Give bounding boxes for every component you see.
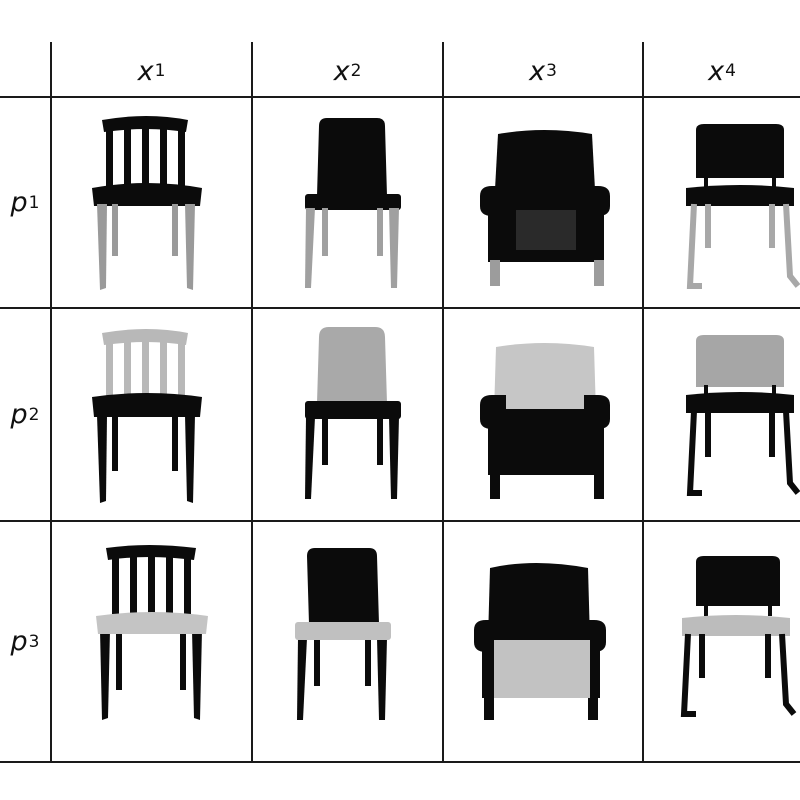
cell-p2-x1 (52, 309, 251, 520)
cell-p3-x2 (253, 522, 442, 761)
row-var: p (10, 399, 28, 430)
armchair-image (474, 563, 606, 720)
cell-p1-x3 (444, 98, 642, 307)
row-subscript: 2 (28, 404, 40, 425)
grid-line (642, 42, 644, 762)
column-var: x (333, 55, 350, 87)
spindle-back-chair-image (92, 329, 202, 503)
grid-line (0, 307, 800, 309)
column-var: x (529, 55, 546, 87)
grid-line (251, 42, 253, 762)
armchair-image (480, 130, 610, 286)
column-var: x (708, 55, 725, 87)
row-subscript: 3 (28, 631, 40, 652)
cell-p3-x1 (52, 522, 251, 761)
grid-line (442, 42, 444, 762)
cell-p3-x4 (644, 522, 800, 761)
cell-p1-x2 (253, 98, 442, 307)
grid-line (0, 520, 800, 522)
row-var: p (10, 626, 28, 657)
row-var: p (10, 187, 28, 218)
row-subscript: 1 (28, 192, 40, 213)
column-subscript: 4 (725, 61, 736, 81)
grid-line (0, 761, 800, 763)
grid-line (0, 96, 800, 98)
spindle-back-chair-image (96, 545, 208, 720)
armchair-image (480, 343, 610, 499)
cell-p1-x4 (644, 98, 800, 307)
column-subscript: 2 (350, 61, 362, 81)
column-subscript: 1 (154, 61, 166, 81)
column-var: x (137, 55, 154, 87)
column-subscript: 3 (546, 61, 557, 81)
cell-p3-x3 (444, 522, 642, 761)
sled-base-chair-image (680, 556, 797, 717)
side-chair-image (305, 118, 401, 288)
cell-p2-x2 (253, 309, 442, 520)
cell-p2-x4 (644, 309, 800, 520)
cell-p1-x1 (52, 98, 251, 307)
side-chair-image (305, 327, 401, 499)
spindle-back-chair-image (92, 116, 202, 290)
grid-line (50, 42, 52, 762)
side-chair-image (295, 548, 391, 720)
sled-base-chair-image (686, 335, 800, 496)
sled-base-chair-image (686, 124, 800, 289)
cell-p2-x3 (444, 309, 642, 520)
